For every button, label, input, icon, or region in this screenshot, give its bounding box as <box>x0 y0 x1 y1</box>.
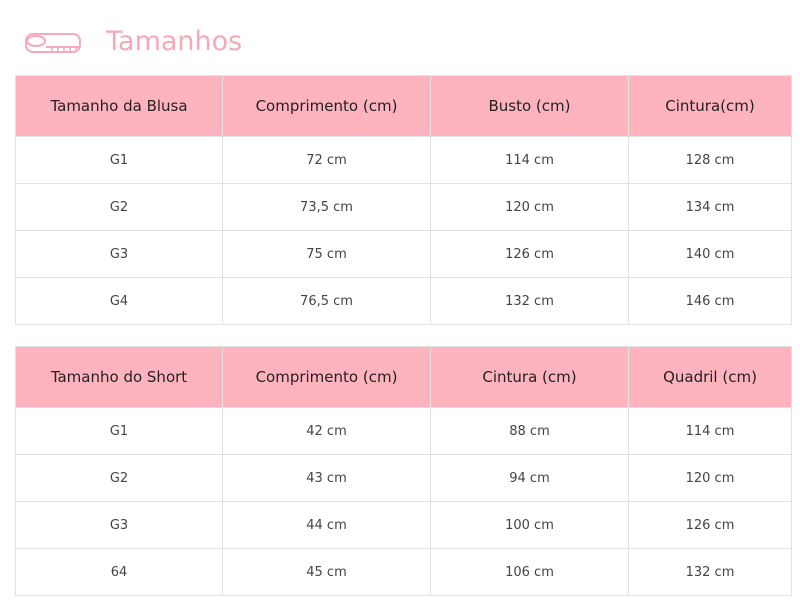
table-cell: 106 cm <box>430 548 629 596</box>
column-header: Tamanho da Blusa <box>15 75 223 137</box>
table-cell: G1 <box>15 136 223 184</box>
size-table: Tamanho do Short Comprimento (cm) Cintura … <box>15 346 792 596</box>
table-cell: 43 cm <box>222 454 431 502</box>
table-cell: 45 cm <box>222 548 431 596</box>
table-cell: 94 cm <box>430 454 629 502</box>
table-cell: 114 cm <box>430 136 629 184</box>
table-cell: G1 <box>15 407 223 455</box>
table-cell: G3 <box>15 501 223 549</box>
table-row: G3 44 cm 100 cm 126 cm <box>15 501 792 549</box>
header-row: Tamanho do Short Comprimento (cm) Cintura … <box>15 346 792 408</box>
table-cell: 76,5 cm <box>222 277 431 325</box>
table-row: G1 72 cm 114 cm 128 cm <box>15 136 792 184</box>
page-title: Tamanhos <box>106 26 243 57</box>
table-cell: 120 cm <box>628 454 792 502</box>
table-cell: G3 <box>15 230 223 278</box>
table-cell: 100 cm <box>430 501 629 549</box>
table-cell: 75 cm <box>222 230 431 278</box>
column-header: Comprimento (cm) <box>222 346 431 408</box>
size-table: Tamanho da Blusa Comprimento (cm) Busto (c… <box>15 75 792 325</box>
table-cell: G2 <box>15 183 223 231</box>
table-cell: 128 cm <box>628 136 792 184</box>
table-cell: 126 cm <box>430 230 629 278</box>
table-cell: 132 cm <box>430 277 629 325</box>
column-header: Cintura (cm) <box>430 346 629 408</box>
table-cell: 126 cm <box>628 501 792 549</box>
table-row: G2 73,5 cm 120 cm 134 cm <box>15 183 792 231</box>
table-cell: 132 cm <box>628 548 792 596</box>
table-row: G3 75 cm 126 cm 140 cm <box>15 230 792 278</box>
column-header: Cintura(cm) <box>628 75 792 137</box>
table-cell: 73,5 cm <box>222 183 431 231</box>
header-row: Tamanho da Blusa Comprimento (cm) Busto (c… <box>15 75 792 137</box>
column-header: Tamanho do Short <box>15 346 223 408</box>
table-row: G2 43 cm 94 cm 120 cm <box>15 454 792 502</box>
table-cell: 42 cm <box>222 407 431 455</box>
tape-icon <box>25 33 81 53</box>
table-cell: 134 cm <box>628 183 792 231</box>
table-row: G1 42 cm 88 cm 114 cm <box>15 407 792 455</box>
column-header: Busto (cm) <box>430 75 629 137</box>
table-row: G4 76,5 cm 132 cm 146 cm <box>15 277 792 325</box>
table-row: 64 45 cm 106 cm 132 cm <box>15 548 792 596</box>
table-cell: 72 cm <box>222 136 431 184</box>
table-cell: 114 cm <box>628 407 792 455</box>
table-cell: 120 cm <box>430 183 629 231</box>
table-cell: G2 <box>15 454 223 502</box>
table-cell: 64 <box>15 548 223 596</box>
table-cell: 146 cm <box>628 277 792 325</box>
table-cell: 88 cm <box>430 407 629 455</box>
column-header: Quadril (cm) <box>628 346 792 408</box>
table-cell: 140 cm <box>628 230 792 278</box>
column-header: Comprimento (cm) <box>222 75 431 137</box>
table-cell: 44 cm <box>222 501 431 549</box>
table-cell: G4 <box>15 277 223 325</box>
